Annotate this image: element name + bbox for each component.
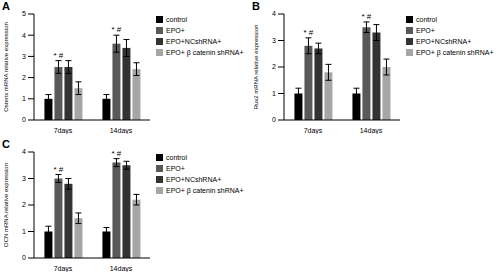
svg-text:2: 2 [22, 74, 26, 81]
svg-text:Osterix mRNA relative expressi: Osterix mRNA relative expression [8, 22, 9, 112]
svg-text:* #: * # [304, 28, 314, 37]
svg-text:4: 4 [22, 148, 26, 155]
svg-text:Rux2 mRNA relative expression: Rux2 mRNA relative expression [254, 25, 259, 110]
svg-text:* #: * # [112, 149, 122, 158]
svg-text:* #: * # [54, 165, 64, 174]
html-text:EPO+NCshRNA+: EPO+NCshRNA+ [416, 38, 472, 45]
html-text:EPO+NCshRNA+: EPO+NCshRNA+ [166, 38, 222, 45]
html-text:EPO+: EPO+ [416, 27, 435, 34]
svg-text:7days: 7days [54, 265, 73, 272]
svg-text:3: 3 [272, 37, 276, 44]
svg-text:2: 2 [272, 63, 276, 70]
html-text:B: B [252, 0, 260, 12]
html-text:C: C [2, 138, 10, 150]
html-text:EPO+NCshRNA+: EPO+NCshRNA+ [166, 176, 222, 183]
svg-text:0: 0 [22, 116, 26, 123]
svg-text:14days: 14days [110, 265, 133, 272]
svg-text:* #: * # [54, 51, 64, 60]
svg-text:1: 1 [22, 95, 26, 102]
svg-text:* #: * # [112, 25, 122, 34]
svg-text:5: 5 [22, 10, 26, 17]
svg-text:0: 0 [272, 116, 276, 123]
html-text:EPO+ β catenin shRNA+: EPO+ β catenin shRNA+ [166, 49, 244, 56]
svg-text:OCN mRNA relative expression: OCN mRNA relative expression [8, 163, 9, 247]
html-text:EPO+ β catenin shRNA+: EPO+ β catenin shRNA+ [416, 49, 494, 56]
html-text:A: A [2, 0, 10, 12]
svg-text:14days: 14days [360, 127, 383, 134]
html-text:control: control [416, 16, 437, 23]
svg-text:3: 3 [22, 175, 26, 182]
svg-text:1: 1 [272, 90, 276, 97]
svg-text:0: 0 [22, 254, 26, 261]
svg-text:3: 3 [22, 53, 26, 60]
html-text:EPO+: EPO+ [166, 27, 185, 34]
html-text:EPO+ β catenin shRNA+: EPO+ β catenin shRNA+ [166, 187, 244, 194]
svg-text:7days: 7days [54, 127, 73, 134]
svg-text:1: 1 [22, 228, 26, 235]
svg-text:4: 4 [22, 32, 26, 39]
svg-text:14days: 14days [110, 127, 133, 134]
html-text:EPO+: EPO+ [166, 165, 185, 172]
svg-text:7days: 7days [304, 127, 323, 134]
html-text:control: control [166, 16, 187, 23]
svg-text:* #: * # [362, 12, 372, 21]
html-text:control: control [166, 154, 187, 161]
svg-text:2: 2 [22, 201, 26, 208]
svg-text:4: 4 [272, 10, 276, 17]
